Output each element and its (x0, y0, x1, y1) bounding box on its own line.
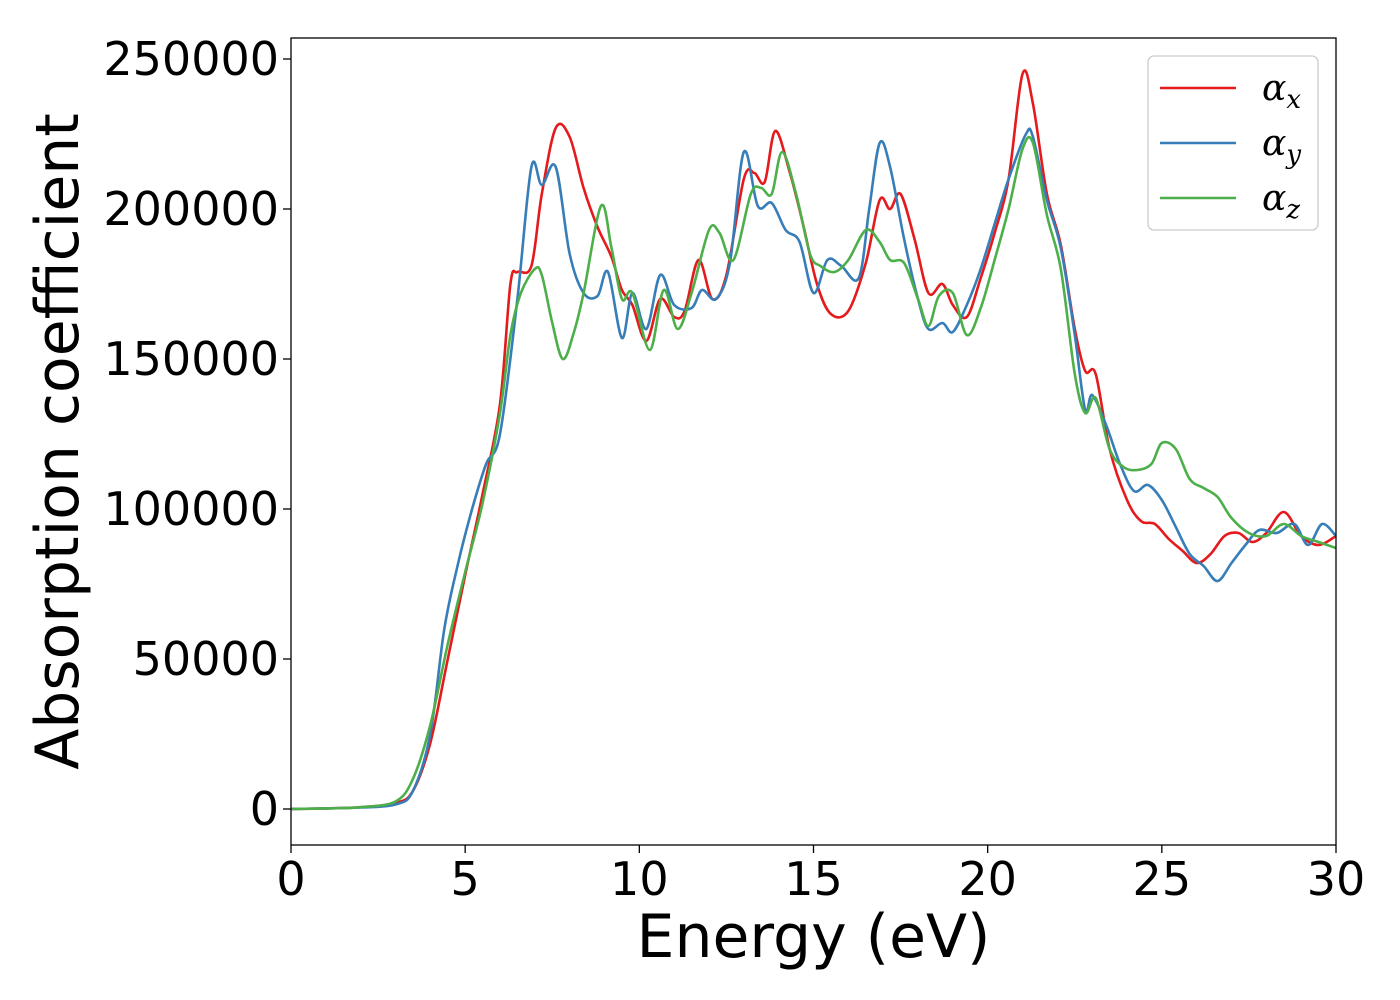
x-tick-label: 30 (1307, 852, 1366, 906)
x-tick-label: 25 (1133, 852, 1192, 906)
x-tick-label: 0 (276, 852, 305, 906)
x-axis: 0 5 10 15 20 25 30 (276, 845, 1365, 906)
y-tick-label: 50000 (133, 632, 279, 686)
x-tick-label: 15 (784, 852, 843, 906)
x-axis-label: Energy (eV) (637, 902, 991, 972)
y-tick-label: 100000 (103, 482, 279, 536)
series-line-x (291, 69, 1336, 811)
series-line-y (291, 127, 1336, 811)
x-tick-label: 20 (958, 852, 1017, 906)
legend: αx αy αz (1147, 55, 1319, 231)
y-tick-label: 150000 (103, 332, 279, 386)
legend-entry-z: αz (1262, 178, 1300, 225)
legend-entry-y: αy (1262, 123, 1301, 170)
y-axis: 0 50000 100000 150000 200000 250000 (103, 32, 291, 836)
y-tick-label: 0 (250, 782, 279, 836)
y-tick-label: 250000 (103, 32, 279, 86)
y-tick-label: 200000 (103, 182, 279, 236)
y-axis-label: Absorption coefficient (23, 113, 93, 770)
series-layer (291, 69, 1336, 811)
series-line-z (291, 135, 1336, 811)
legend-entry-x: αx (1262, 68, 1301, 115)
x-tick-label: 5 (451, 852, 480, 906)
x-tick-label: 10 (610, 852, 669, 906)
